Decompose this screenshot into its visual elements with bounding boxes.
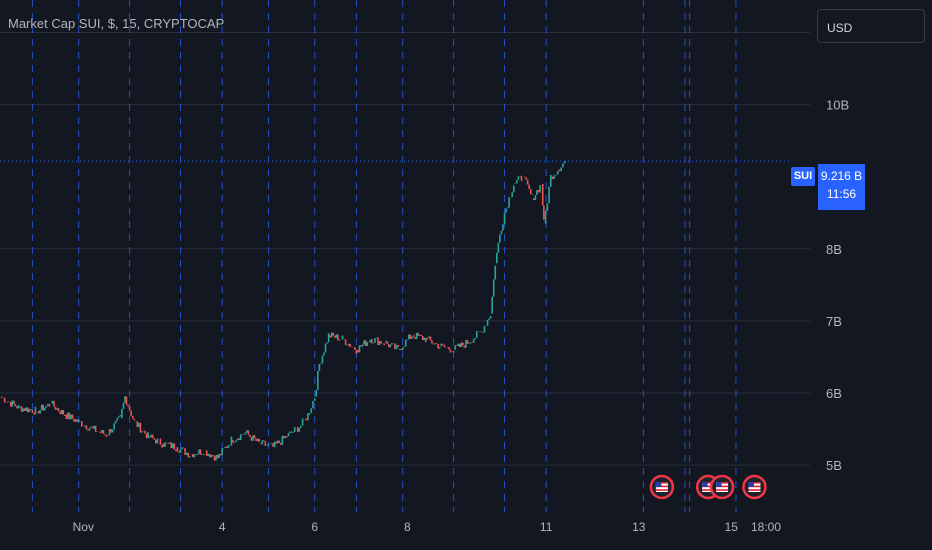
x-tick-label: 8 [404, 520, 411, 534]
x-tick-label: 11 [540, 520, 553, 534]
us-flag-icon[interactable] [649, 474, 675, 500]
flag-stripe [655, 489, 668, 491]
y-tick-label: 10B [826, 98, 849, 113]
flag-stripe [702, 485, 715, 488]
x-axis[interactable]: Nov 4 6 8 11 13 15 18:00 [73, 520, 782, 534]
y-axis[interactable]: 5B6B7B8B10B11B [826, 25, 849, 473]
us-flag-icon[interactable] [709, 474, 735, 500]
x-tick-label: 6 [311, 520, 318, 534]
flag-stripe [748, 485, 761, 488]
current-price-label: 9.216 B 11:56 [818, 164, 865, 210]
flag-stripe [702, 489, 715, 491]
symbol-tag: SUI [791, 167, 815, 186]
chart-title: Market Cap SUI, $, 15, CRYPTOCAP [8, 16, 225, 31]
flag-canton [655, 482, 662, 487]
x-tick-label: 15 [725, 520, 739, 534]
flag-stripe [655, 485, 668, 488]
flag-stripe [748, 489, 761, 491]
flag-canton [702, 482, 708, 487]
economic-events[interactable] [649, 474, 767, 500]
flag-stripe [716, 489, 729, 491]
flag-canton [716, 482, 722, 487]
flag-stripe [655, 482, 668, 484]
currency-label: USD [827, 21, 853, 35]
flag-stripe [716, 485, 729, 488]
flag-canton [748, 482, 754, 487]
flag-stripe [702, 482, 715, 484]
y-tick-label: 6B [826, 386, 842, 401]
session-lines [31, 0, 737, 512]
x-tick-label: 18:00 [751, 520, 781, 534]
x-tick-label: 4 [219, 520, 226, 534]
y-tick-label: 8B [826, 242, 842, 257]
currency-selector[interactable]: USD [817, 9, 925, 43]
y-tick-label: 7B [826, 314, 842, 329]
x-tick-label: Nov [73, 520, 94, 534]
y-tick-label: 5B [826, 458, 842, 473]
x-tick-label: 13 [632, 520, 646, 534]
flag-stripe [748, 482, 761, 484]
price-series [0, 160, 566, 461]
current-price-value: 9.216 B [820, 169, 863, 183]
flag-stripe [716, 482, 729, 484]
us-flag-icon[interactable] [742, 474, 767, 500]
grid [0, 31, 810, 466]
bar-countdown: 11:56 [826, 187, 857, 201]
